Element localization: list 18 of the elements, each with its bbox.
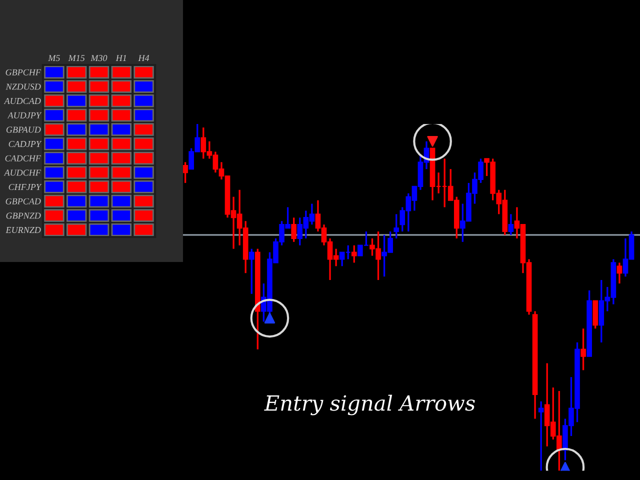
category-label: M15 [68, 55, 85, 62]
category-label: AUDCHF [4, 170, 41, 176]
category-label: EURNZD [6, 227, 41, 234]
category-label: CHFJPY [8, 184, 42, 190]
category-label: NZDUSD [6, 84, 41, 90]
category-label: GBPAUD [6, 126, 41, 133]
category-label: AUDCAD [4, 98, 41, 104]
category-label: H4 [138, 55, 150, 61]
category-label: GBPCHF [6, 69, 41, 76]
category-label: AUDJPY [7, 112, 42, 118]
annotation: Entry signal Arrows [264, 394, 475, 416]
category-label: GBPCAD [6, 198, 41, 204]
category-label: CADJPY [8, 140, 42, 148]
category-label: M5 [48, 55, 60, 62]
category-label: CADCHF [5, 155, 41, 162]
category-label: M30 [90, 54, 108, 62]
category-label: GBPNZD [6, 212, 41, 219]
category-label: H1 [116, 55, 126, 61]
